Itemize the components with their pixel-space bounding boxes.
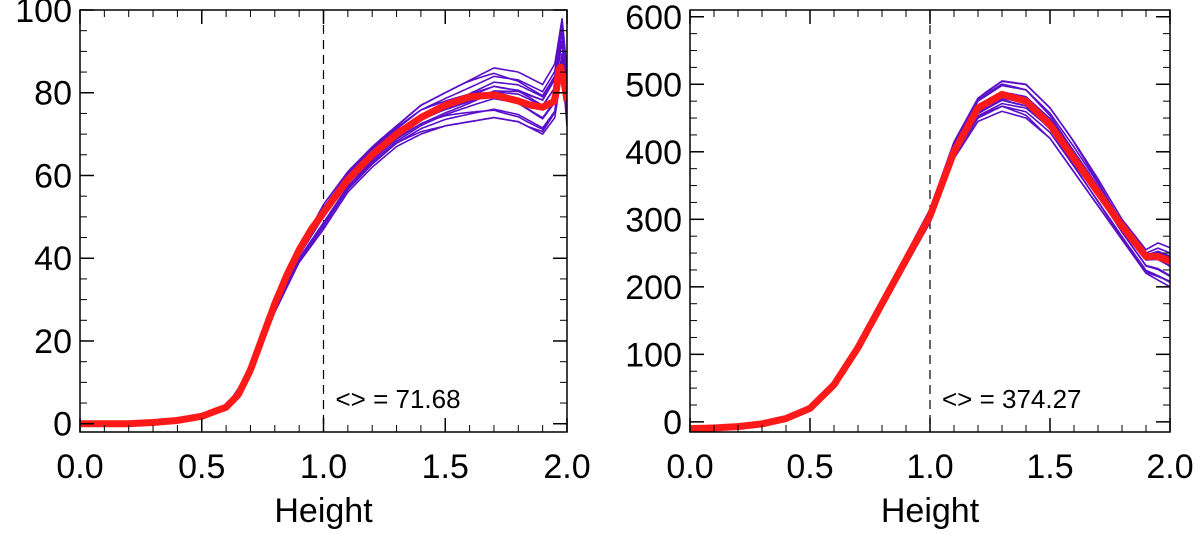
left-panel: 0.0 0.5 1.0 1.5 2.0 0 20 40 60 80 100 Height <> = 71… — [15, 0, 590, 530]
y-tick-label: 80 — [34, 75, 72, 113]
mean-line — [690, 90, 1170, 432]
y-tick-label: 200 — [625, 269, 682, 307]
y-tick-label: 400 — [625, 134, 682, 172]
x-tick-label: 1.0 — [300, 448, 347, 486]
x-tick-label: 2.0 — [543, 448, 590, 486]
x-tick-label: 0.0 — [56, 448, 103, 486]
annotation-mean: <> = 71.68 — [336, 384, 461, 414]
y-tick-label: 300 — [625, 201, 682, 239]
y-tick-label: 100 — [15, 0, 72, 30]
y-tick-label: 40 — [34, 240, 72, 278]
y-tick-label: 60 — [34, 157, 72, 195]
y-tick-label: 0 — [53, 406, 72, 444]
y-tick-label: 0 — [663, 404, 682, 442]
y-tick-label: 20 — [34, 323, 72, 361]
x-tick-label: 0.5 — [786, 448, 833, 486]
x-tick-label: 1.5 — [1026, 448, 1073, 486]
x-tick-label: 0.5 — [178, 448, 225, 486]
annotation-mean: <> = 374.27 — [942, 384, 1082, 414]
mean-line — [80, 63, 567, 428]
x-tick-label: 2.0 — [1146, 448, 1193, 486]
x-axis-title: Height — [274, 492, 373, 530]
x-tick-label: 0.0 — [666, 448, 713, 486]
y-tick-label: 100 — [625, 336, 682, 374]
x-tick-label: 1.5 — [422, 448, 469, 486]
y-tick-label: 500 — [625, 66, 682, 104]
y-tick-label: 600 — [625, 0, 682, 37]
x-tick-label: 1.0 — [906, 448, 953, 486]
x-axis-title: Height — [881, 492, 980, 530]
right-panel: 0.0 0.5 1.0 1.5 2.0 0 100 200 300 400 500 600 Height… — [625, 0, 1193, 530]
